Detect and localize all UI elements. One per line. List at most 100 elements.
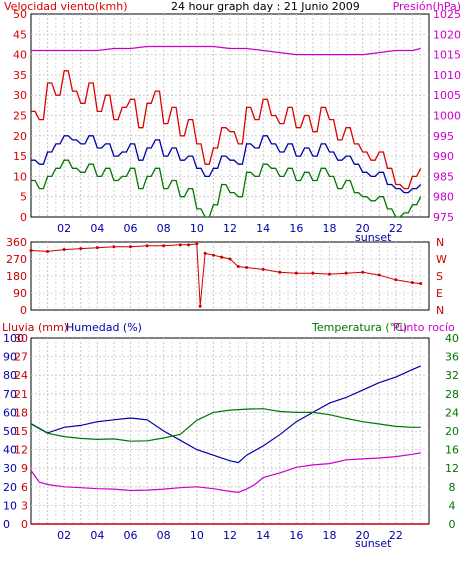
humidity-tick-label: 0 xyxy=(3,518,10,531)
rain-tick-label: 30 xyxy=(14,332,28,345)
wind-x-tick-label: 04 xyxy=(90,222,104,235)
direction-tick-label: 270 xyxy=(6,253,27,266)
pressure-tick-label: 975 xyxy=(433,211,454,224)
wind-tick-label: 20 xyxy=(13,130,27,143)
temp-x-tick-label: 18 xyxy=(323,529,337,542)
wind-chart-title: 24 hour graph day : 21 Junio 2009 xyxy=(171,0,360,13)
rain-axis-title: Lluvia (mm) xyxy=(2,321,68,334)
humidity-tick-label: 100 xyxy=(3,332,24,345)
wind-tick-label: 45 xyxy=(13,28,27,41)
wind-tick-label: 5 xyxy=(20,191,27,204)
wind-tick-label: 50 xyxy=(13,8,27,21)
pressure-axis-title: Presión(hPa) xyxy=(393,0,461,13)
temp-tick-label: 0 xyxy=(449,518,456,531)
pressure-tick-label: 990 xyxy=(433,150,454,163)
pressure-tick-label: 1025 xyxy=(433,8,461,21)
wind-series-gust xyxy=(31,70,422,190)
rain-tick-label: 15 xyxy=(14,425,28,438)
temperature-axis-title: Temperatura (°C) xyxy=(311,321,407,334)
wind-axis-title: Velocidad viento(kmh) xyxy=(4,0,128,13)
rain-tick-label: 18 xyxy=(14,406,28,419)
compass-tick-label: N xyxy=(436,304,444,317)
compass-tick-label: E xyxy=(436,287,443,300)
temp-tick-label: 36 xyxy=(445,351,459,364)
climate-series-dewpoint xyxy=(30,452,421,494)
temp-x-tick-label: 12 xyxy=(223,529,237,542)
temp-x-tick-label: 20 xyxy=(356,529,370,542)
temp-x-tick-label: 14 xyxy=(256,529,270,542)
rain-tick-label: 27 xyxy=(14,351,28,364)
direction-tick-label: 0 xyxy=(20,304,27,317)
wind-x-tick-label: 12 xyxy=(223,222,237,235)
wind-tick-label: 30 xyxy=(13,89,27,102)
humidity-tick-label: 60 xyxy=(3,406,17,419)
compass-tick-label: W xyxy=(436,253,447,266)
temp-tick-label: 32 xyxy=(445,369,459,382)
temp-x-tick-label: 10 xyxy=(190,529,204,542)
pressure-tick-label: 1005 xyxy=(433,89,461,102)
humidity-tick-label: 90 xyxy=(3,351,17,364)
pressure-tick-label: 980 xyxy=(433,191,454,204)
label-layer: 0510152025303540455097598098599099510001… xyxy=(3,8,461,542)
wind-x-tick-label: 06 xyxy=(124,222,138,235)
climate-series-temperature xyxy=(30,408,421,442)
humidity-axis-title: Humedad (%) xyxy=(66,321,142,334)
direction-series xyxy=(30,243,421,307)
wind-series-pressure xyxy=(31,45,421,56)
temp-tick-label: 8 xyxy=(449,481,456,494)
rain-tick-label: 24 xyxy=(14,369,28,382)
pressure-tick-label: 1015 xyxy=(433,49,461,62)
wind-x-tick-label: 18 xyxy=(323,222,337,235)
climate-series-humidity xyxy=(30,365,421,464)
direction-point xyxy=(419,282,423,286)
rain-tick-label: 6 xyxy=(21,481,28,494)
direction-tick-label: 180 xyxy=(6,270,27,283)
wind-tick-label: 25 xyxy=(13,110,27,123)
temp-tick-label: 16 xyxy=(445,444,459,457)
temp-x-tick-label: 16 xyxy=(289,529,303,542)
dewpoint-axis-title: Punto rocío xyxy=(393,321,455,334)
wind-x-tick-label: 14 xyxy=(256,222,270,235)
wind-x-tick-label: 10 xyxy=(190,222,204,235)
temp-tick-label: 24 xyxy=(445,406,459,419)
humidity-tick-label: 80 xyxy=(3,369,17,382)
wind-tick-label: 10 xyxy=(13,170,27,183)
wind-x-tick-label: 08 xyxy=(157,222,171,235)
humidity-tick-label: 10 xyxy=(3,499,17,512)
rain-tick-label: 3 xyxy=(21,499,28,512)
rain-tick-label: 12 xyxy=(14,444,28,457)
pressure-tick-label: 985 xyxy=(433,170,454,183)
wind-tick-label: 35 xyxy=(13,69,27,82)
wind-tick-label: 15 xyxy=(13,150,27,163)
pressure-tick-label: 1020 xyxy=(433,28,461,41)
wind-tick-label: 0 xyxy=(20,211,27,224)
humidity-tick-label: 50 xyxy=(3,425,17,438)
wind-x-tick-label: 02 xyxy=(57,222,71,235)
compass-tick-label: N xyxy=(436,236,444,249)
temp-tick-label: 20 xyxy=(445,425,459,438)
temp-x-tick-label: 22 xyxy=(389,529,403,542)
temp-tick-label: 4 xyxy=(449,499,456,512)
temp-x-tick-label: 06 xyxy=(124,529,138,542)
pressure-tick-label: 1000 xyxy=(433,110,461,123)
compass-tick-label: S xyxy=(436,270,443,283)
temp-tick-label: 28 xyxy=(445,388,459,401)
pressure-tick-label: 1010 xyxy=(433,69,461,82)
temp-x-tick-label: 04 xyxy=(90,529,104,542)
direction-tick-label: 360 xyxy=(6,236,27,249)
humidity-tick-label: 40 xyxy=(3,444,17,457)
wind-tick-label: 40 xyxy=(13,49,27,62)
temp-tick-label: 12 xyxy=(445,462,459,475)
wind-x-tick-label: 16 xyxy=(289,222,303,235)
rain-tick-label: 21 xyxy=(14,388,28,401)
temp-x-tick-label: 02 xyxy=(57,529,71,542)
rain-tick-label: 0 xyxy=(21,518,28,531)
wind-sunset-label: sunset xyxy=(355,231,392,244)
series-layer xyxy=(29,45,429,525)
wind-series-average xyxy=(31,135,422,194)
wind-x-tick-label: 22 xyxy=(389,222,403,235)
humidity-tick-label: 30 xyxy=(3,462,17,475)
